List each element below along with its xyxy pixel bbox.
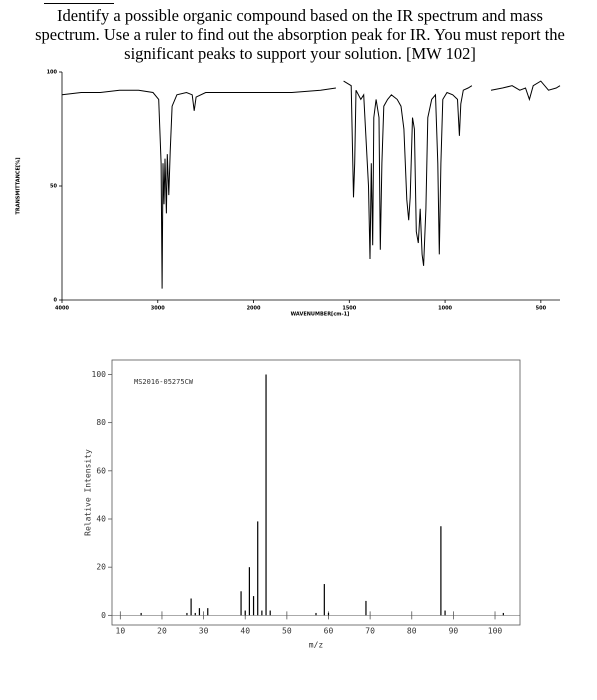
rule: [44, 3, 114, 4]
x-tick-label: 1500: [342, 306, 356, 312]
annotation: MS2016-05275CW: [134, 378, 194, 386]
x-tick-label: 90: [449, 627, 459, 636]
y-tick-label: 0: [54, 298, 58, 304]
x-axis-label: m/z: [309, 641, 324, 650]
x-tick-label: 50: [282, 627, 292, 636]
y-tick-label: 50: [50, 184, 57, 190]
y-axis-label: Relative Intensity: [84, 449, 93, 536]
x-tick-label: 40: [240, 627, 250, 636]
x-tick-label: 30: [199, 627, 209, 636]
y-tick-label: 100: [92, 370, 107, 379]
x-tick-label: 60: [324, 627, 334, 636]
y-tick-label: 20: [96, 563, 106, 572]
x-tick-label: 4000: [55, 306, 69, 312]
x-axis-label: WAVENUMBER[cm-1]: [291, 312, 350, 318]
ir-trace: [61, 80, 561, 289]
x-tick-label: 10: [116, 627, 126, 636]
y-tick-label: 60: [96, 466, 106, 475]
x-tick-label: 80: [407, 627, 417, 636]
y-tick-label: 0: [101, 611, 106, 620]
x-tick-label: 500: [536, 306, 547, 312]
x-tick-label: 100: [488, 627, 503, 636]
x-tick-label: 2000: [247, 306, 261, 312]
question: Identify a possible organic compound bas…: [35, 6, 565, 63]
plot-frame: [111, 359, 521, 626]
y-axis-label: TRANSMITTANCE[%]: [16, 157, 22, 214]
x-tick-label: 20: [157, 627, 167, 636]
x-tick-label: 70: [365, 627, 375, 636]
y-tick-label: 40: [96, 515, 106, 524]
y-tick-label: 80: [96, 418, 106, 427]
y-tick-label: 100: [47, 70, 58, 76]
x-tick-label: 3000: [151, 306, 165, 312]
x-tick-label: 1000: [438, 306, 452, 312]
